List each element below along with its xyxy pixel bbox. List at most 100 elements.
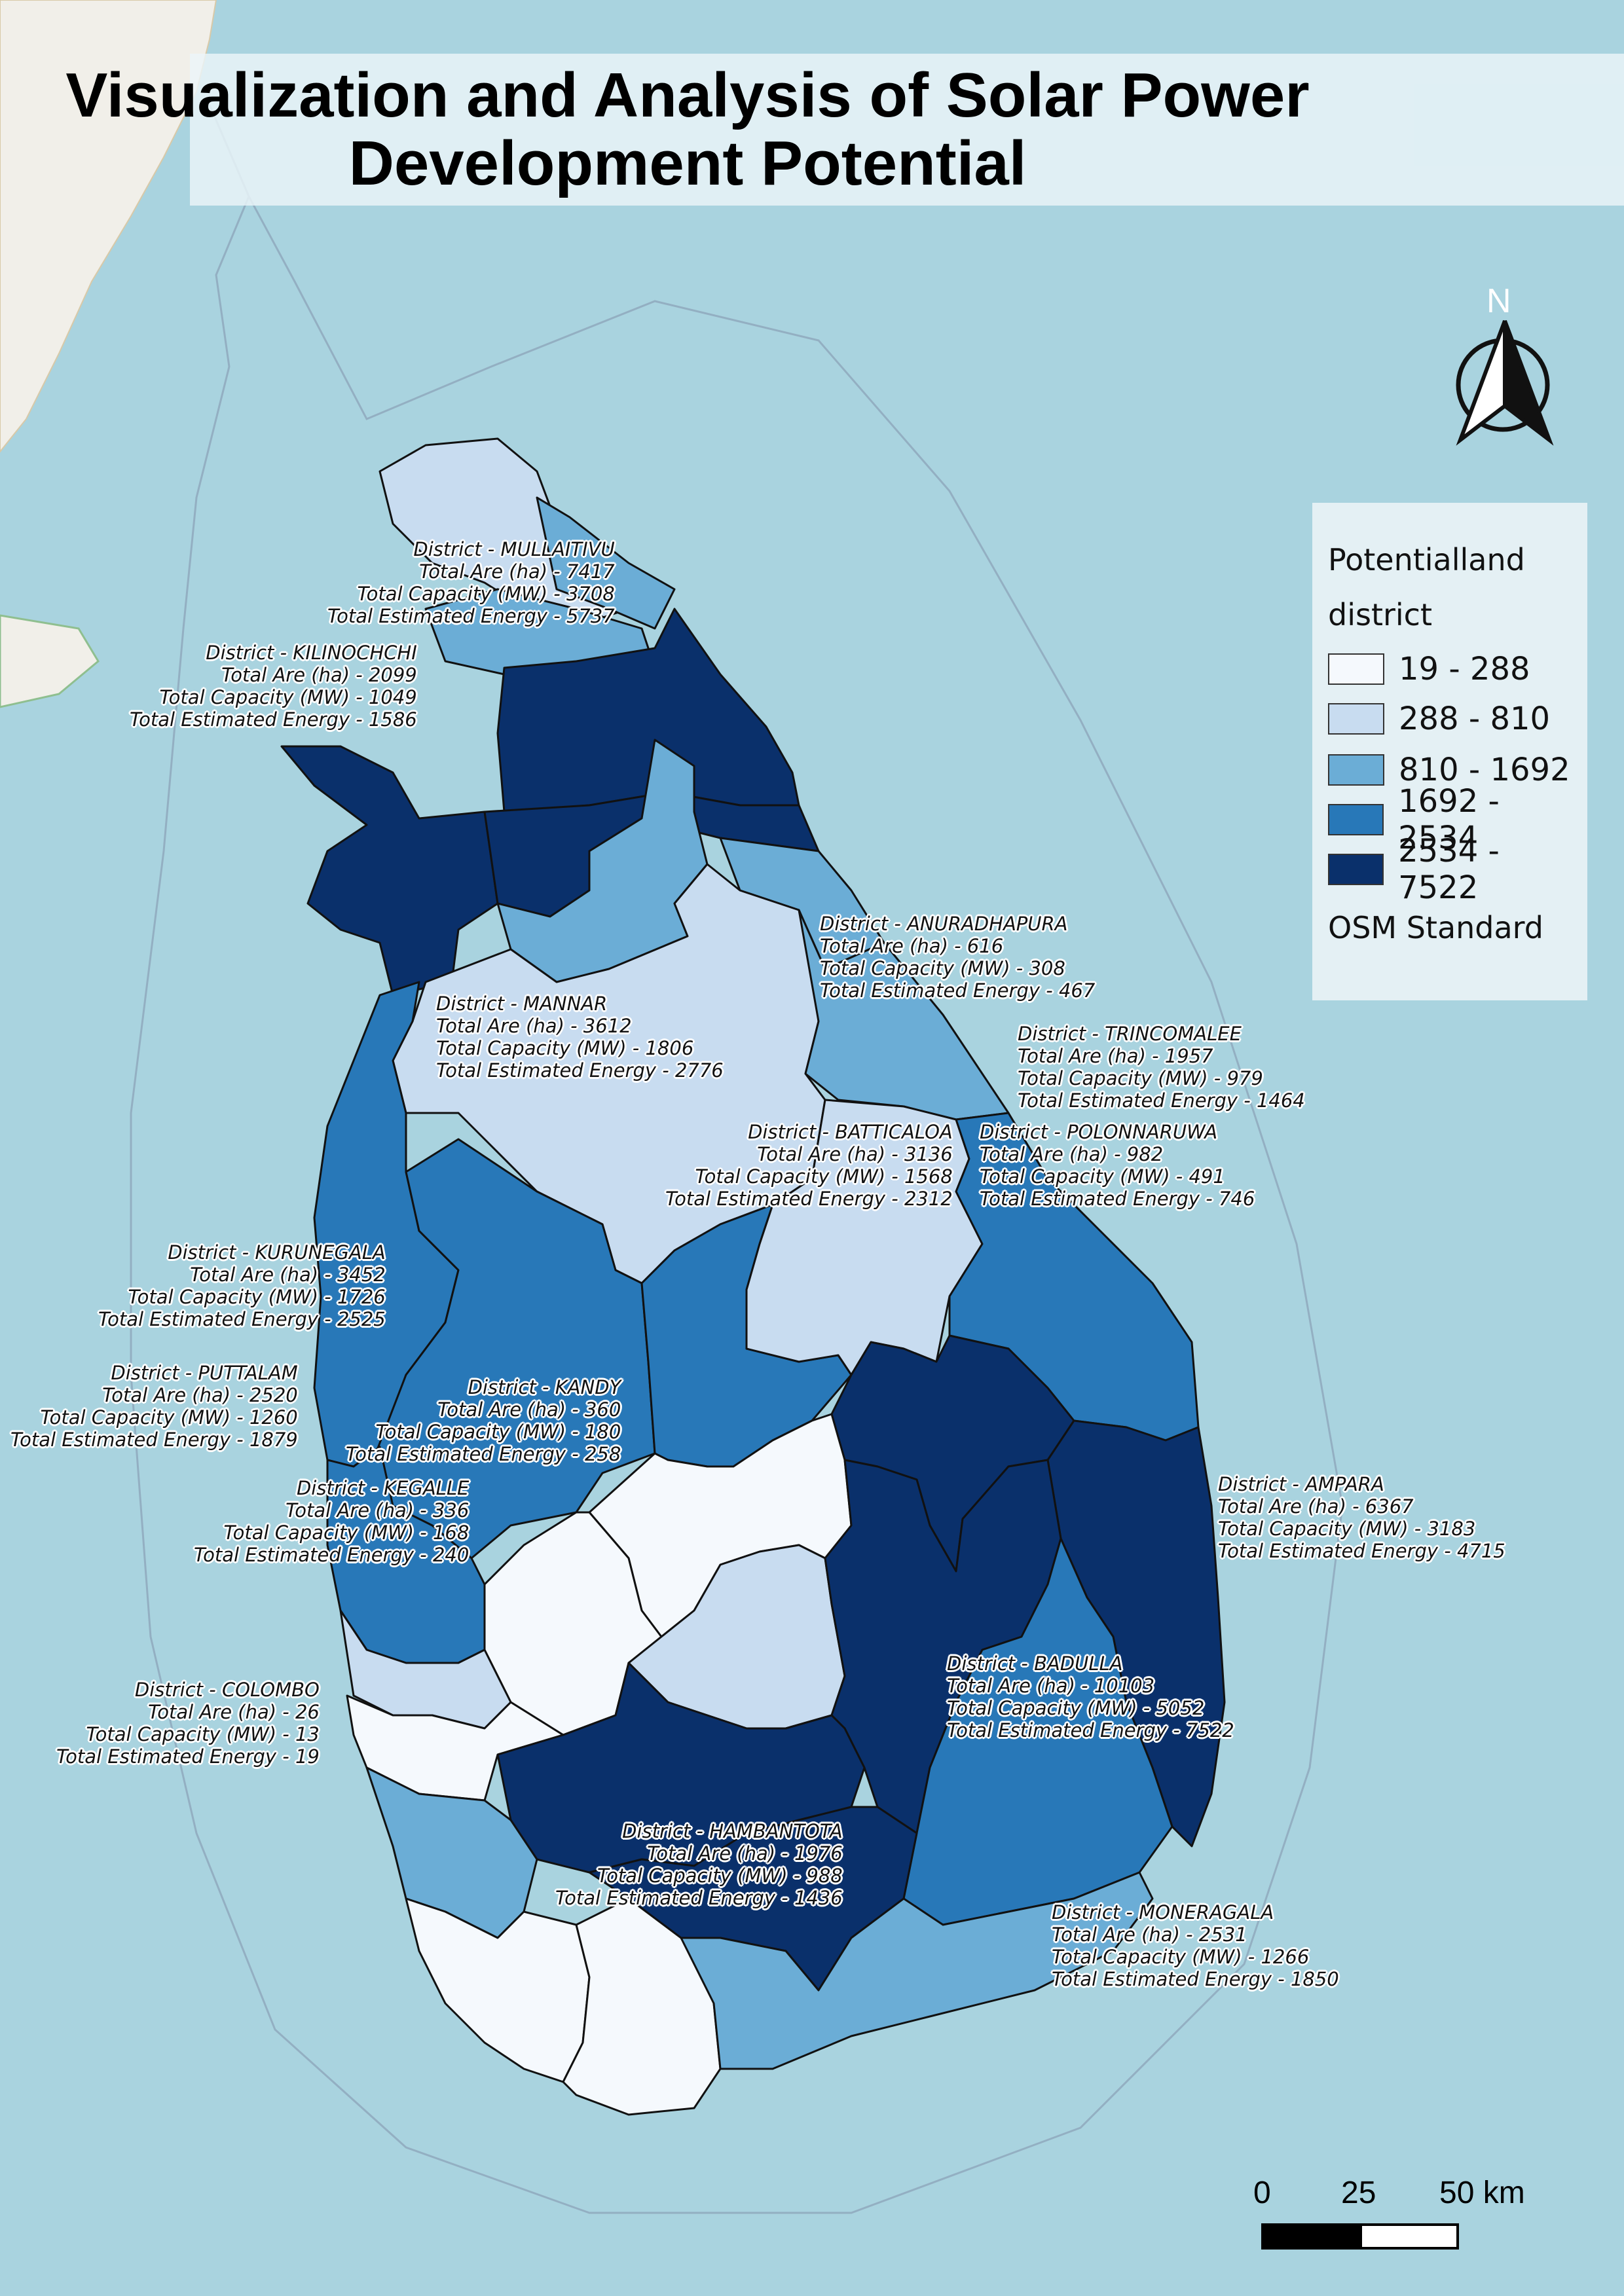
label-line: District - PUTTALAM — [111, 1362, 298, 1384]
label-line: Total Are (ha) - 1976 — [647, 1842, 843, 1865]
label-line: Total Are (ha) - 26 — [148, 1701, 320, 1723]
label-line: Total Are (ha) - 6367 — [1218, 1495, 1414, 1518]
scale-label-25: 25 — [1341, 2176, 1376, 2210]
label-line: Total Are (ha) - 10103 — [947, 1675, 1155, 1697]
legend-label: 810 - 1692 — [1399, 752, 1570, 788]
label-line: Total Capacity (MW) - 1260 — [40, 1406, 298, 1429]
label-line: District - POLONNARUWA — [980, 1121, 1218, 1143]
north-arrow-icon — [1456, 319, 1554, 446]
label-batticaloa: District - BATTICALOA Total Are (ha) - 31… — [665, 1121, 953, 1210]
label-line: District - KANDY — [468, 1376, 621, 1398]
district-mannar-coast[interactable] — [280, 745, 499, 996]
legend-label: 288 - 810 — [1399, 701, 1551, 737]
label-line: Total Estimated Energy - 1436 — [555, 1887, 843, 1909]
label-line: District - BADULLA — [947, 1652, 1123, 1675]
legend-swatch — [1328, 754, 1384, 786]
scale-label-50: 50 km — [1439, 2176, 1525, 2210]
district-south-coast[interactable] — [680, 1871, 1154, 2070]
label-line: Total Estimated Energy - 4715 — [1218, 1540, 1505, 1562]
title-line-1: Visualization and Analysis of Solar Powe… — [65, 60, 1310, 131]
label-line: Total Are (ha) - 2520 — [102, 1384, 298, 1406]
label-line: District - KURUNEGALA — [168, 1241, 386, 1264]
label-line: Total Estimated Energy - 1464 — [1018, 1089, 1305, 1112]
label-line: Total Capacity (MW) - 5052 — [947, 1697, 1205, 1719]
label-line: Total Are (ha) - 1957 — [1018, 1045, 1213, 1067]
label-line: Total Capacity (MW) - 168 — [223, 1522, 470, 1544]
label-line: Total Estimated Energy - 746 — [980, 1188, 1255, 1210]
label-line: District - TRINCOMALEE — [1018, 1023, 1242, 1045]
label-line: Total Are (ha) - 3452 — [190, 1264, 386, 1286]
label-line: Total Are (ha) - 616 — [820, 935, 1004, 957]
label-line: Total Are (ha) - 7417 — [419, 560, 615, 583]
legend-swatch — [1328, 854, 1384, 885]
label-line: Total Are (ha) - 360 — [437, 1398, 621, 1421]
label-line: District - MULLAITIVU — [413, 538, 615, 560]
label-line: Total Capacity (MW) - 988 — [597, 1865, 843, 1887]
label-kandy: District - KANDY Total Are (ha) - 360 Tota… — [346, 1376, 621, 1465]
label-puttalam: District - PUTTALAM Total Are (ha) - 2520… — [10, 1362, 298, 1451]
legend-title-1: Potentialland — [1328, 542, 1525, 577]
label-line: Total Capacity (MW) - 1266 — [1052, 1946, 1310, 1968]
label-line: Total Estimated Energy - 258 — [346, 1443, 621, 1465]
label-line: Total Capacity (MW) - 13 — [86, 1723, 320, 1745]
legend-item-5: 2534 - 7522 — [1328, 833, 1587, 906]
title-line-2: Development Potential — [348, 128, 1027, 198]
label-line: District - AMPARA — [1218, 1473, 1384, 1495]
label-line: Total Are (ha) - 3612 — [436, 1015, 632, 1037]
label-ampara: District - AMPARA Total Are (ha) - 6367 To… — [1218, 1473, 1505, 1562]
label-line: Total Are (ha) - 3136 — [757, 1143, 953, 1165]
label-line: Total Estimated Energy - 2525 — [98, 1308, 386, 1330]
legend-swatch — [1328, 804, 1384, 835]
label-line: Total Estimated Energy - 1850 — [1052, 1968, 1339, 1990]
legend-item-4: 1692 - 2534 — [1328, 783, 1587, 856]
legend-basemap: OSM Standard — [1328, 910, 1543, 945]
label-kurunegala: District - KURUNEGALA Total Are (ha) - 34… — [98, 1241, 386, 1330]
label-line: Total Capacity (MW) - 491 — [980, 1165, 1225, 1188]
title-background — [190, 54, 1624, 206]
legend-title-2: district — [1328, 597, 1433, 632]
district-kurunegala[interactable] — [372, 1138, 656, 1559]
scale-bar — [1261, 2223, 1459, 2250]
label-line: Total Estimated Energy - 2312 — [665, 1188, 953, 1210]
label-line: District - MONERAGALA — [1052, 1901, 1274, 1923]
label-line: Total Capacity (MW) - 3708 — [357, 583, 615, 605]
scale-label-0: 0 — [1253, 2176, 1271, 2210]
label-line: Total Estimated Energy - 7522 — [947, 1719, 1234, 1741]
label-line: Total Estimated Energy - 1586 — [130, 708, 417, 731]
label-mullaitivu: District - MULLAITIVU Total Are (ha) - 74… — [327, 538, 615, 627]
legend-swatch — [1328, 703, 1384, 735]
label-line: Total Estimated Energy - 5737 — [327, 605, 615, 627]
label-anuradhapura: District - ANURADHAPURA Total Are (ha) - … — [820, 913, 1095, 1002]
label-colombo: District - COLOMBO Total Are (ha) - 26 Tot… — [56, 1679, 320, 1768]
label-line: Total Estimated Energy - 1879 — [10, 1429, 298, 1451]
legend-swatch — [1328, 653, 1384, 685]
label-line: Total Capacity (MW) - 1806 — [436, 1037, 694, 1059]
label-hambantota: District - HAMBANTOTA Total Are (ha) - 19… — [555, 1820, 843, 1909]
legend: Potentialland district 19 - 288 288 - 81… — [1312, 503, 1587, 1000]
map-title: Visualization and Analysis of Solar Powe… — [0, 54, 1500, 206]
label-line: District - BATTICALOA — [748, 1121, 953, 1143]
legend-item-1: 19 - 288 — [1328, 649, 1530, 689]
label-line: Total Are (ha) - 982 — [980, 1143, 1164, 1165]
label-line: Total Estimated Energy - 19 — [56, 1745, 320, 1768]
label-line: Total Capacity (MW) - 979 — [1018, 1067, 1263, 1089]
label-line: Total Capacity (MW) - 1568 — [695, 1165, 953, 1188]
legend-label: 19 - 288 — [1399, 651, 1530, 687]
label-line: District - MANNAR — [436, 993, 608, 1015]
maritime-boundary — [130, 104, 1344, 2214]
sri-lanka-districts — [280, 437, 1226, 2116]
label-line: District - ANURADHAPURA — [820, 913, 1068, 935]
india-landmass-lower — [0, 614, 100, 708]
label-line: Total Are (ha) - 336 — [286, 1499, 470, 1522]
legend-label: 2534 - 7522 — [1398, 833, 1500, 906]
district-mullaitivu-strip[interactable] — [536, 496, 676, 630]
label-line: District - KEGALLE — [296, 1477, 470, 1499]
label-line: Total Capacity (MW) - 308 — [820, 957, 1065, 979]
label-trincomalee: District - TRINCOMALEE Total Are (ha) - 1… — [1018, 1023, 1305, 1112]
legend-label: 1692 - 2534 — [1398, 783, 1500, 856]
label-polonnaruwa: District - POLONNARUWA Total Are (ha) - 9… — [980, 1121, 1255, 1210]
label-line: Total Estimated Energy - 467 — [820, 979, 1096, 1002]
label-line: District - KILINOCHCHI — [206, 642, 417, 664]
label-kilinochchi: District - KILINOCHCHI Total Are (ha) - 2… — [130, 642, 417, 731]
